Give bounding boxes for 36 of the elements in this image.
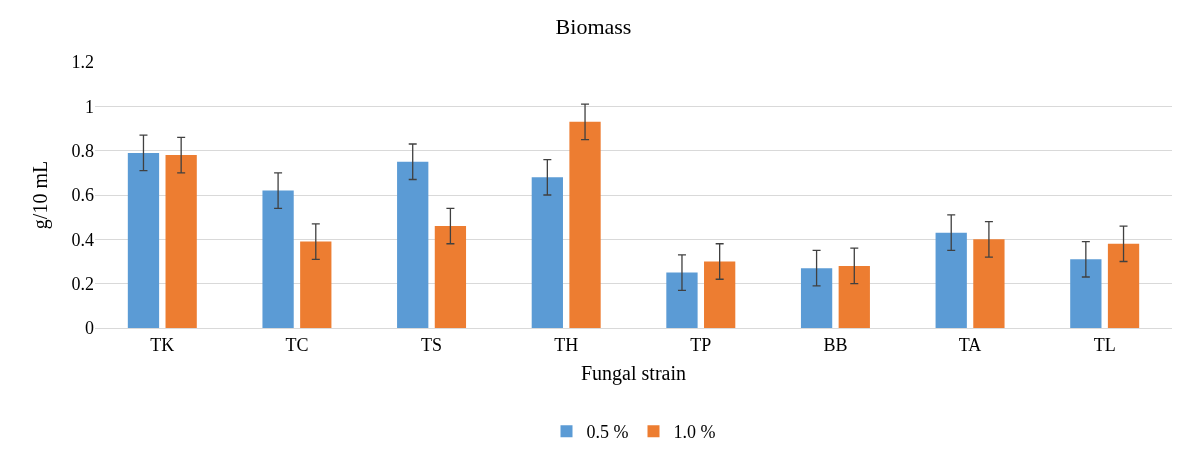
bar — [973, 239, 1005, 328]
bar — [262, 190, 294, 328]
x-tick-label: BB — [823, 334, 848, 355]
y-tick-label: 1.2 — [71, 52, 94, 73]
x-tick-label: TC — [285, 334, 309, 355]
bar — [800, 268, 833, 328]
bar — [666, 272, 698, 328]
bar — [397, 161, 429, 328]
bar — [1070, 259, 1102, 328]
x-tick-label: TK — [150, 334, 175, 355]
bar — [165, 155, 197, 328]
chart-title: Biomass — [555, 14, 632, 40]
bar — [1107, 243, 1140, 328]
y-tick-label: 1 — [85, 96, 94, 117]
y-tick-label: 0.6 — [71, 185, 94, 206]
x-axis-title: Fungal strain — [581, 362, 686, 386]
x-tick-label: TA — [958, 334, 982, 355]
y-tick-label: 0.2 — [71, 273, 94, 294]
x-tick-label: TL — [1093, 334, 1116, 355]
bar — [838, 265, 870, 328]
x-tick-label: TP — [690, 334, 712, 355]
bar — [569, 121, 601, 328]
x-tick-label: TS — [421, 334, 443, 355]
bar — [300, 241, 332, 328]
legend-label: 1.0 % — [673, 422, 716, 443]
y-tick-label: 0.4 — [71, 229, 94, 250]
bar — [531, 177, 563, 328]
y-tick-label: 0 — [85, 318, 94, 339]
y-tick-label: 0.8 — [71, 140, 94, 161]
bar — [704, 261, 736, 328]
y-axis-title: g/10 mL — [29, 160, 52, 230]
legend-label: 0.5 % — [586, 422, 629, 443]
bar — [935, 232, 967, 328]
bar — [434, 226, 467, 328]
x-tick-label: TH — [554, 334, 579, 355]
bar — [127, 152, 160, 328]
